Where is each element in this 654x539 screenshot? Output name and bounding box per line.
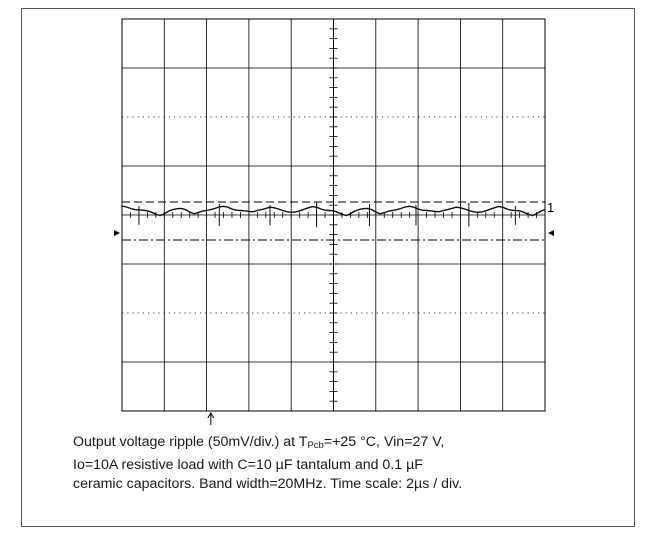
caption-line-3: ceramic capacitors. Band width=20MHz. Ti… [73,476,463,492]
figure-caption: Output voltage ripple (50mV/div.) at TPc… [73,433,633,495]
ripple-trace-line [121,205,546,217]
right-ground-marker [548,230,554,236]
reference-lines [122,201,545,241]
markers: 1 [114,200,554,425]
figure-frame [21,8,635,527]
channel-label: 1 [547,200,554,215]
caption-subscript: Pcb [307,440,324,451]
ripple-trace [121,202,546,228]
caption-line-2: Io=10A resistive load with C=10 µF tanta… [73,456,423,473]
left-ground-marker [114,230,120,236]
graticule [121,18,546,412]
caption-line-1: Output voltage ripple (50mV/div.) at TPc… [73,434,445,451]
trigger-arrow-head [207,412,215,419]
